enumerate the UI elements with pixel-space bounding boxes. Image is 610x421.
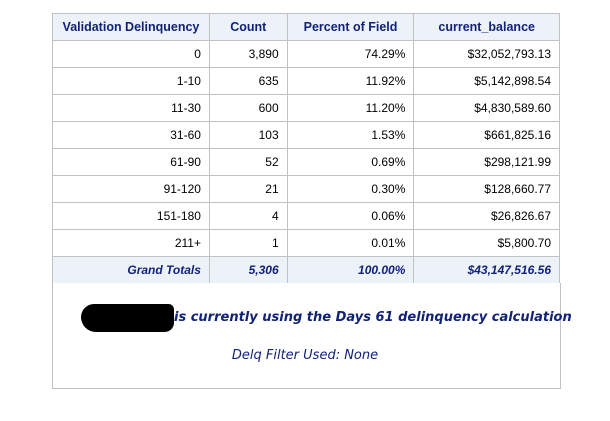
cell-balance: $5,142,898.54 <box>413 67 560 95</box>
table-row: 0 3,890 74.29% $32,052,793.13 <box>52 40 560 68</box>
cell-count: 635 <box>208 67 288 95</box>
cell-percent: 74.29% <box>286 40 415 68</box>
table-row: 61-90 52 0.69% $298,121.99 <box>52 148 560 176</box>
delinquency-calculation-note: is currently using the Days 61 delinquen… <box>174 310 572 325</box>
cell-count: 600 <box>208 94 288 122</box>
delq-filter-note: Delq Filter Used: None <box>231 348 379 363</box>
cell-balance: $298,121.99 <box>413 148 560 176</box>
cell-delinquency: 211+ <box>52 229 210 257</box>
cell-percent: 0.06% <box>286 202 415 230</box>
column-header-count: Count <box>208 13 288 41</box>
cell-delinquency: 61-90 <box>52 148 210 176</box>
cell-balance: $32,052,793.13 <box>413 40 560 68</box>
cell-percent: 11.92% <box>286 67 415 95</box>
header-row: Validation Delinquency Count Percent of … <box>52 13 560 41</box>
delinquency-table: Validation Delinquency Count Percent of … <box>52 13 560 284</box>
cell-delinquency: 31-60 <box>52 121 210 149</box>
table-row: 11-30 600 11.20% $4,830,589.60 <box>52 94 560 122</box>
cell-count: 21 <box>208 175 288 203</box>
table-row: 91-120 21 0.30% $128,660.77 <box>52 175 560 203</box>
cell-balance: $5,800.70 <box>413 229 560 257</box>
cell-balance: $661,825.16 <box>413 121 560 149</box>
cell-delinquency: 11-30 <box>52 94 210 122</box>
cell-balance: $26,826.67 <box>413 202 560 230</box>
cell-percent: 0.30% <box>286 175 415 203</box>
cell-count: 3,890 <box>208 40 288 68</box>
footnote-box <box>52 283 561 389</box>
redaction-mark <box>81 304 174 332</box>
table-row: 151-180 4 0.06% $26,826.67 <box>52 202 560 230</box>
table-row: 1-10 635 11.92% $5,142,898.54 <box>52 67 560 95</box>
cell-balance: $4,830,589.60 <box>413 94 560 122</box>
cell-delinquency: 0 <box>52 40 210 68</box>
table-row: 31-60 103 1.53% $661,825.16 <box>52 121 560 149</box>
column-header-percent-of-field: Percent of Field <box>286 13 415 41</box>
cell-delinquency: 91-120 <box>52 175 210 203</box>
column-header-current-balance: current_balance <box>413 13 560 41</box>
cell-delinquency: 151-180 <box>52 202 210 230</box>
cell-count: 103 <box>208 121 288 149</box>
grand-totals-count: 5,306 <box>208 256 288 284</box>
grand-totals-percent: 100.00% <box>286 256 415 284</box>
cell-balance: $128,660.77 <box>413 175 560 203</box>
grand-totals-label: Grand Totals <box>52 256 210 284</box>
table-row: 211+ 1 0.01% $5,800.70 <box>52 229 560 257</box>
cell-delinquency: 1-10 <box>52 67 210 95</box>
cell-percent: 11.20% <box>286 94 415 122</box>
cell-count: 1 <box>208 229 288 257</box>
grand-totals-balance: $43,147,516.56 <box>413 256 560 284</box>
cell-percent: 1.53% <box>286 121 415 149</box>
cell-percent: 0.01% <box>286 229 415 257</box>
cell-percent: 0.69% <box>286 148 415 176</box>
cell-count: 4 <box>208 202 288 230</box>
cell-count: 52 <box>208 148 288 176</box>
grand-totals-row: Grand Totals 5,306 100.00% $43,147,516.5… <box>52 256 560 284</box>
column-header-validation-delinquency: Validation Delinquency <box>52 13 210 41</box>
